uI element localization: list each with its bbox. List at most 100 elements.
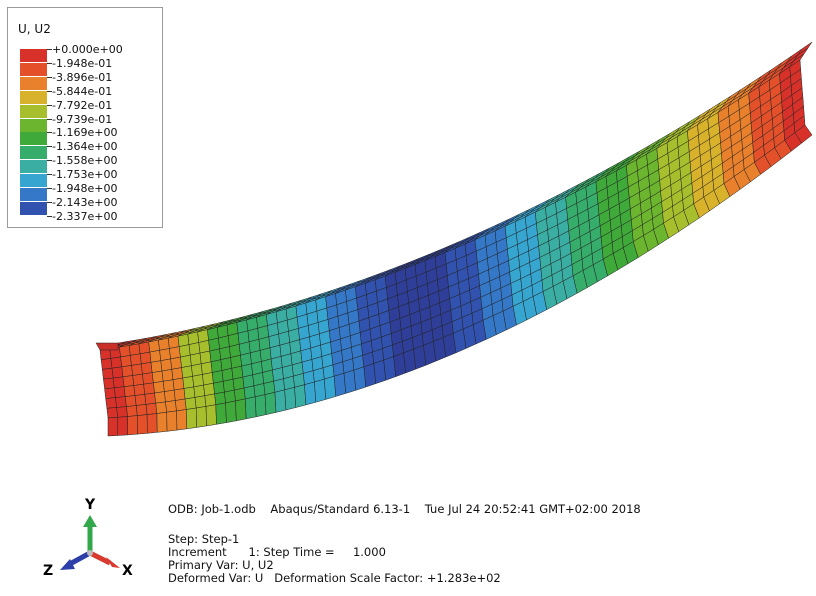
beam-web-element [111,366,124,379]
legend-swatch [20,160,47,174]
legend-label: -1.753e+00 [52,168,118,182]
legend-tick [47,132,52,134]
beam-bottom-flange-element [314,378,327,403]
legend-tick [47,104,52,106]
beam-bottom-flange-element [294,384,307,408]
beam-web-element [119,345,131,358]
contour-legend: U, U2 +0.000e+00 -1.948e-01 -3.896e-01 -5.8… [7,7,163,228]
legend-label: -3.896e-01 [52,70,113,84]
beam-web-element [159,348,171,361]
beam-web-element [143,382,155,395]
legend-label: -1.948e+00 [52,182,118,195]
beam-web-element [131,363,143,376]
beam-web-element [100,358,113,370]
beam-web-element [106,407,119,419]
beam-web-element [189,352,202,366]
legend-tick [47,49,52,50]
beam-bottom-flange-element [274,389,287,413]
beam-web-element [199,350,212,365]
beam-bottom-flange-element [284,386,297,411]
beam-web-element [164,389,176,403]
beam-web-element [161,369,174,382]
legend-swatch [20,146,47,160]
legend-tick [47,90,52,92]
beam-web-element [135,404,148,416]
beam-web-element [132,373,144,386]
legend-tick [47,215,52,217]
beam-bottom-flange-element [146,413,158,434]
beam-web-element [171,367,184,380]
legend-label: -2.337e+00 [52,209,118,223]
beam-bottom-flange-element [225,400,237,423]
legend-label: -7.792e-01 [52,98,113,112]
legend-swatch [20,174,47,188]
beam-bottom-flange-element [156,411,168,433]
legend-tick [47,174,52,176]
beam-web-element [192,374,204,388]
beam-web-element [160,358,173,372]
legend-tick [47,62,52,64]
beam-web-element [139,351,152,365]
beam-web-element [175,398,187,412]
beam-web-element [180,354,192,368]
beam-web-element [210,359,223,373]
beam-web-element [191,363,203,377]
beam-bottom-flange-element [205,404,217,427]
beam-web-element [213,381,225,395]
beam-web-element [194,395,207,409]
beam-web-element [112,376,125,389]
beam-web-element [145,402,158,415]
beam-web-element [170,356,182,370]
beam-web-element [169,346,181,360]
beam-top-flange-element [789,53,805,68]
beam-bottom-flange-element [186,407,197,430]
beam-bottom-flange-element [264,391,277,415]
beam-left-end-cap [95,342,119,351]
deformed-var-line: Deformed Var: U Deformation Scale Factor… [168,571,501,585]
legend-swatch [20,49,47,62]
legend-swatch [20,62,47,76]
beam-web-element [172,377,185,391]
legend-tick [47,201,52,203]
beam-web-element [202,372,214,386]
beam-bottom-flange-element [127,415,138,436]
beam-web-element [182,376,195,389]
legend-label: -2.143e+00 [52,195,118,209]
beam-web-element [224,389,236,404]
beam-web-element [102,367,114,380]
legend-tick [47,118,52,120]
legend-swatch [20,132,47,146]
beam-web-element [153,381,165,394]
legend-tick [47,146,52,148]
beam-web-element [144,392,156,405]
beam-web-element [130,353,142,366]
legend-swatch [20,201,47,215]
beam-bottom-flange-element [245,396,257,420]
beam-web-element [142,372,154,385]
beam-web-element [115,396,127,408]
beam-web-element [184,397,197,410]
beam-web-element [155,401,167,414]
legend-swatch [20,188,47,201]
y-axis-label: Y [85,497,96,513]
beam-bottom-flange-element [107,417,119,437]
beam-web-element [162,379,175,392]
beam-bottom-flange-element [324,375,337,400]
legend-tick [47,160,52,162]
legend-swatch [20,76,47,90]
beam-web-element [128,343,141,356]
legend-tick [47,76,52,78]
beam-bottom-flange-element [117,416,128,436]
legend-label: -1.364e+00 [52,140,118,154]
beam-web-element [149,350,162,363]
legend-swatch [20,104,47,118]
beam-web-element [193,384,206,398]
beam-web-element [134,394,147,406]
x-axis-label: X [122,563,133,579]
step-info-line: Step: Step-1 [168,532,240,546]
beam-web-element [105,397,117,409]
beam-web-element [121,365,133,378]
beam-web-element [123,385,136,397]
